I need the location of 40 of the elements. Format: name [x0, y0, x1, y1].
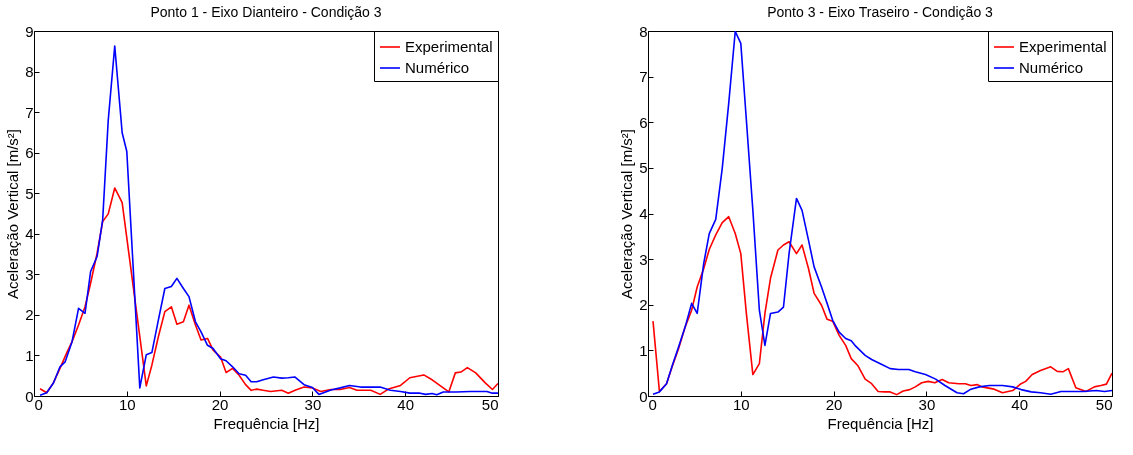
x-tick-label: 20 — [211, 395, 229, 413]
y-tick-label: 4 — [25, 225, 34, 243]
x-tick-label: 10 — [118, 395, 136, 413]
legend-label: Numérico — [1019, 59, 1084, 76]
x-tick-label: 20 — [825, 395, 843, 413]
y-tick-label: 2 — [639, 296, 648, 314]
y-tick-label: 1 — [639, 341, 648, 359]
x-axis-title: Frequência [Hz] — [213, 414, 320, 432]
y-tick-label: 3 — [25, 265, 34, 283]
y-tick-label: 8 — [639, 22, 648, 40]
line-series — [39, 187, 498, 396]
y-tick-label: 9 — [25, 22, 34, 40]
y-axis-title: Aceleração Vertical [m/s²] — [618, 128, 636, 300]
y-tick-label: 6 — [639, 113, 648, 131]
x-tick-label: 40 — [397, 395, 415, 413]
legend-label: Experimental — [1019, 38, 1107, 55]
x-axis-title: Frequência [Hz] — [827, 414, 934, 432]
y-tick-label: 8 — [25, 63, 34, 81]
legend-label: Numérico — [405, 59, 470, 76]
y-tick-label: 5 — [639, 159, 648, 177]
x-tick-label: 40 — [1011, 395, 1029, 413]
y-tick-label: 2 — [25, 306, 34, 324]
y-tick-label: 7 — [25, 103, 34, 121]
legend-label: Experimental — [405, 38, 493, 55]
chart-title: Ponto 1 - Eixo Dianteiro - Condição 3 — [150, 4, 382, 20]
x-tick-label: 30 — [304, 395, 322, 413]
y-tick-label: 1 — [25, 346, 34, 364]
x-tick-label: 50 — [481, 395, 499, 413]
y-tick-label: 5 — [25, 184, 34, 202]
x-tick-label: 30 — [918, 395, 936, 413]
y-tick-label: 6 — [25, 144, 34, 162]
line-series — [652, 215, 1112, 396]
y-tick-label: 3 — [639, 250, 648, 268]
y-axis-title: Aceleração Vertical [m/s²] — [4, 128, 22, 300]
line-series — [652, 31, 1112, 395]
x-tick-label: 50 — [1095, 395, 1113, 413]
x-tick-label: 10 — [732, 395, 750, 413]
chart-title: Ponto 3 - Eixo Traseiro - Condição 3 — [767, 4, 994, 20]
y-tick-label: 7 — [639, 68, 648, 86]
y-tick-label: 4 — [639, 205, 648, 222]
